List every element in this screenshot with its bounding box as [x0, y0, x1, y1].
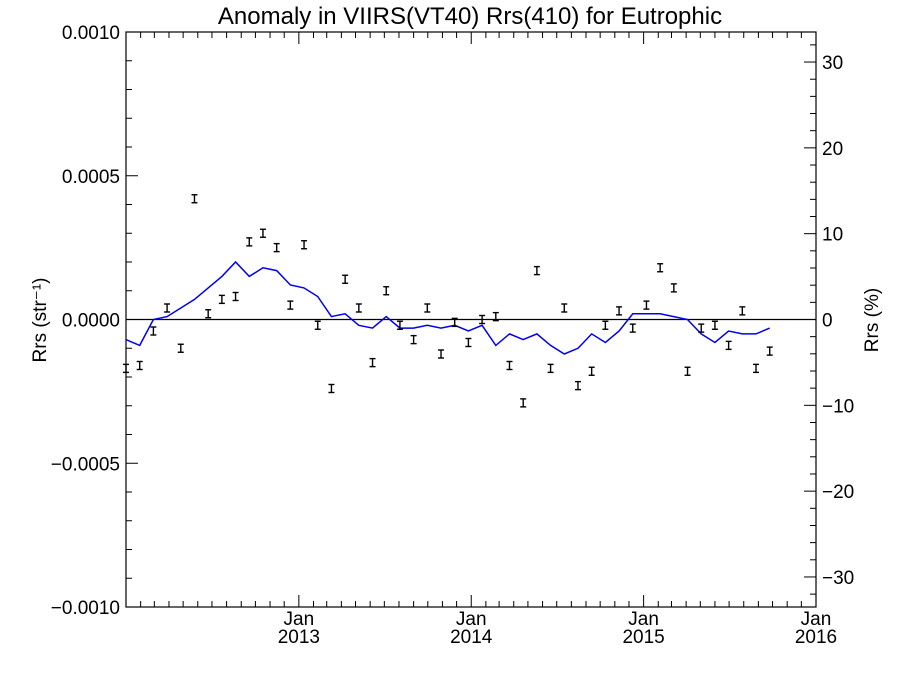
error-bar-point — [136, 360, 143, 371]
error-bar-point — [191, 194, 198, 204]
y2-tick-label: −10 — [822, 396, 854, 417]
error-bar-point — [602, 320, 609, 330]
error-bar-point — [396, 320, 403, 330]
error-bar-point — [616, 306, 623, 316]
error-bar-point — [643, 300, 650, 310]
error-bar-point — [259, 228, 266, 238]
y-tick-label: 0.0005 — [62, 167, 120, 188]
chart-title: Anomaly in VIIRS(VT40) Rrs(410) for Eutr… — [218, 3, 722, 30]
series-anomaly-errorbars — [123, 194, 773, 408]
error-bar-point — [177, 343, 184, 353]
x-tick-year: 2014 — [450, 627, 493, 648]
error-bar-point — [232, 291, 239, 302]
y-axis-label: Rrs (str⁻¹) — [30, 278, 51, 363]
error-bar-point — [753, 363, 760, 374]
error-bar-point — [711, 320, 718, 330]
error-bar-point — [739, 306, 746, 316]
x-tick-year: 2013 — [278, 627, 320, 648]
y2-tick-label: 10 — [822, 225, 843, 246]
y2-axis-label: Rrs (%) — [862, 288, 883, 352]
error-bar-point — [629, 323, 636, 333]
x-tick-month: Jan — [284, 609, 315, 630]
axis-ticks — [126, 31, 817, 608]
error-bar-point — [383, 286, 390, 296]
error-bar-point — [451, 317, 458, 328]
error-bar-point — [533, 265, 540, 276]
error-bar-point — [369, 357, 376, 368]
error-bar-point — [492, 311, 499, 322]
error-bar-point — [698, 323, 705, 333]
x-tick-month: Jan — [456, 609, 487, 630]
error-bar-point — [725, 340, 732, 351]
x-tick-month: Jan — [801, 609, 832, 630]
error-bar-point — [328, 383, 335, 394]
y2-tick-label: −20 — [822, 482, 854, 503]
error-bar-point — [574, 380, 581, 391]
error-bar-point — [506, 360, 513, 371]
error-bar-point — [273, 242, 280, 253]
error-bar-point — [684, 366, 691, 376]
x-tick-month: Jan — [628, 609, 659, 630]
y-tick-label: 0.0000 — [62, 311, 120, 332]
error-bar-point — [465, 337, 472, 348]
y2-tick-label: 20 — [822, 139, 843, 160]
series-anomaly-line — [125, 260, 770, 355]
error-bar-point — [766, 346, 773, 356]
error-bar-point — [547, 363, 554, 374]
error-bar-point — [342, 274, 349, 284]
y-tick-label: −0.0005 — [51, 454, 120, 475]
error-bar-point — [123, 363, 129, 374]
error-bar-point — [410, 334, 417, 345]
y-tick-label: 0.0010 — [62, 23, 120, 44]
anomaly-line — [125, 260, 770, 355]
right-axis: 30 20 10 0 −10 −20 −30 — [822, 53, 854, 589]
error-bar-point — [561, 303, 568, 313]
error-bar-point — [301, 240, 308, 250]
left-axis: 0.0010 0.0005 0.0000 −0.0005 −0.0010 — [51, 23, 120, 619]
error-bar-point — [218, 294, 225, 305]
error-bar-point — [520, 398, 527, 408]
y-tick-label: −0.0010 — [51, 598, 120, 619]
error-bar-point — [314, 320, 321, 330]
error-bar-point — [479, 314, 486, 325]
error-bar-point — [287, 300, 294, 310]
error-bar-point — [355, 303, 362, 313]
error-bar-point — [424, 303, 431, 313]
error-bar-point — [588, 366, 595, 376]
error-bar-point — [438, 349, 445, 359]
error-bar-point — [150, 326, 157, 336]
error-bar-point — [670, 283, 677, 293]
error-bar-point — [246, 237, 253, 247]
x-tick-year: 2015 — [622, 627, 664, 648]
error-bar-point — [205, 309, 212, 319]
y2-tick-label: 0 — [822, 311, 833, 332]
error-bar-point — [657, 263, 664, 273]
x-tick-year: 2016 — [795, 627, 837, 648]
y2-tick-label: 30 — [822, 53, 843, 74]
error-bar-point — [164, 303, 171, 313]
y2-tick-label: −30 — [822, 568, 854, 589]
